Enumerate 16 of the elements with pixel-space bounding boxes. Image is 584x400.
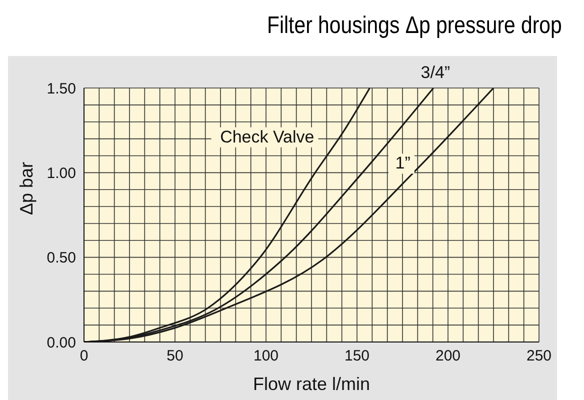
x-axis-title: Flow rate l/min xyxy=(252,374,370,394)
x-tick-label: 200 xyxy=(435,348,461,365)
chart-title: Filter housings Δp pressure drop xyxy=(267,12,562,40)
x-tick-label: 50 xyxy=(166,348,184,365)
series-label: 1” xyxy=(395,154,411,173)
y-tick-label: 1.50 xyxy=(46,80,76,98)
y-tick-label: 0.50 xyxy=(46,250,76,267)
y-tick-label: 1.00 xyxy=(46,164,76,182)
x-tick-label: 250 xyxy=(526,348,552,365)
x-tick-label: 100 xyxy=(253,348,279,365)
x-tick-label: 0 xyxy=(80,348,88,365)
series-label: Check Valve xyxy=(220,127,314,146)
x-tick-label: 150 xyxy=(344,348,370,365)
series-label: 3/4” xyxy=(420,63,450,82)
y-axis-title: Δp bar xyxy=(16,162,36,215)
y-tick-label: 0.00 xyxy=(46,334,76,352)
